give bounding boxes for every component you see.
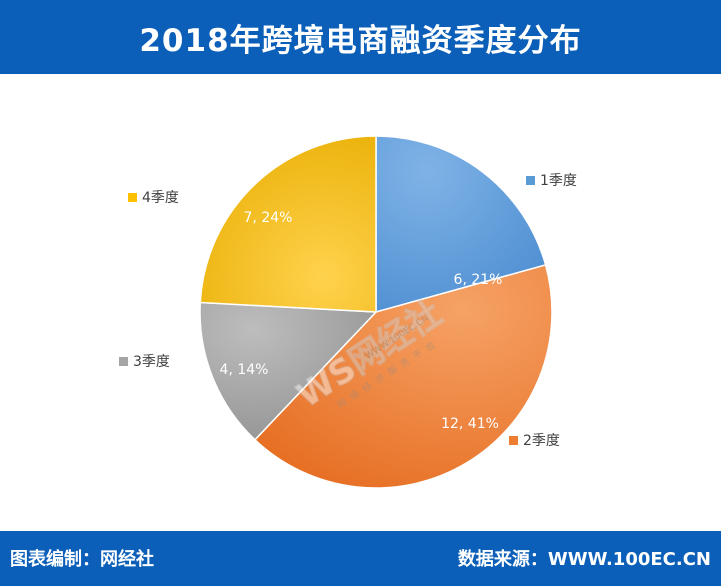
legend-label-4: 4季度: [142, 190, 179, 206]
legend-swatch-2: [509, 436, 518, 445]
footer-bar: 图表编制：网经社 数据来源：WWW.100EC.CN: [0, 531, 721, 586]
legend-swatch-1: [526, 176, 535, 185]
data-label-2: 12, 41%: [441, 416, 499, 432]
data-label-3: 4, 14%: [220, 362, 269, 378]
pie-slice-3: [199, 301, 378, 441]
data-label-4: 7, 24%: [244, 210, 293, 226]
footer-source: 数据来源：WWW.100EC.CN: [457, 549, 711, 570]
title-bar: 2018年跨境电商融资季度分布: [0, 0, 721, 74]
data-label-1: 6, 21%: [454, 272, 503, 288]
legend-swatch-3: [119, 357, 128, 366]
legend-swatch-4: [128, 193, 137, 202]
chart-title: 2018年跨境电商融资季度分布: [139, 22, 582, 59]
legend-label-3: 3季度: [133, 354, 170, 370]
footer-credit: 图表编制：网经社: [10, 549, 154, 570]
legend-label-1: 1季度: [540, 173, 577, 189]
legend-label-2: 2季度: [523, 433, 560, 449]
pie-slice-4: [199, 135, 377, 313]
chart-area: 6, 21% 12, 41% 4, 14% 7, 24% 1季度 2季度 3季度 4季度 W…: [0, 74, 721, 531]
pie-slice-2: [253, 263, 553, 489]
pie-slice-1: [375, 135, 547, 313]
